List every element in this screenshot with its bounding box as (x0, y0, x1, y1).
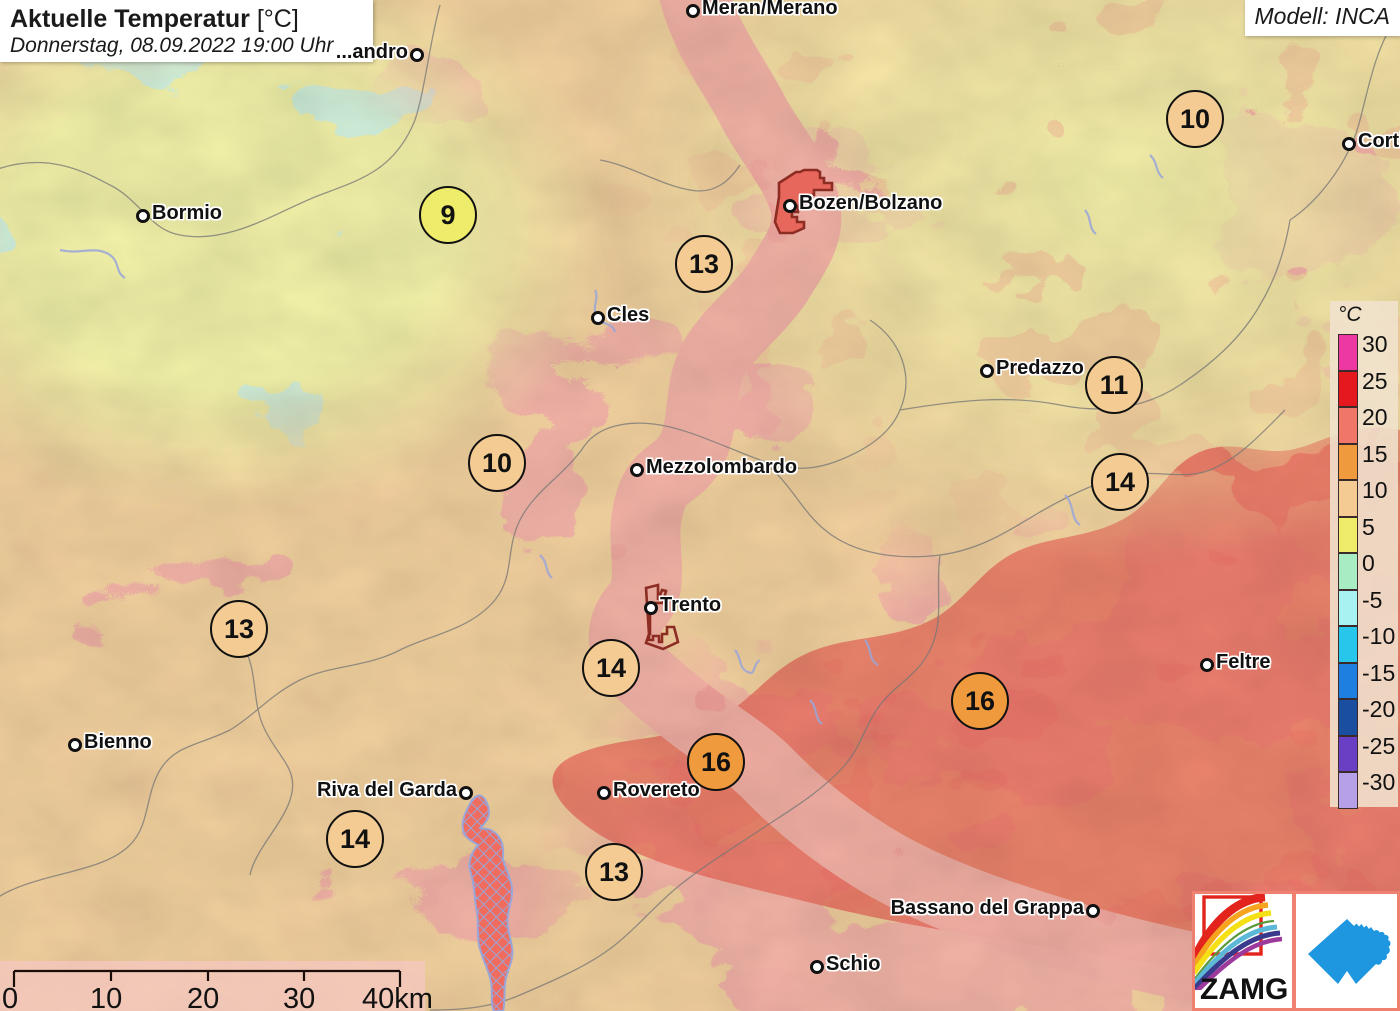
svg-text:ZAMG: ZAMG (1200, 973, 1288, 1006)
